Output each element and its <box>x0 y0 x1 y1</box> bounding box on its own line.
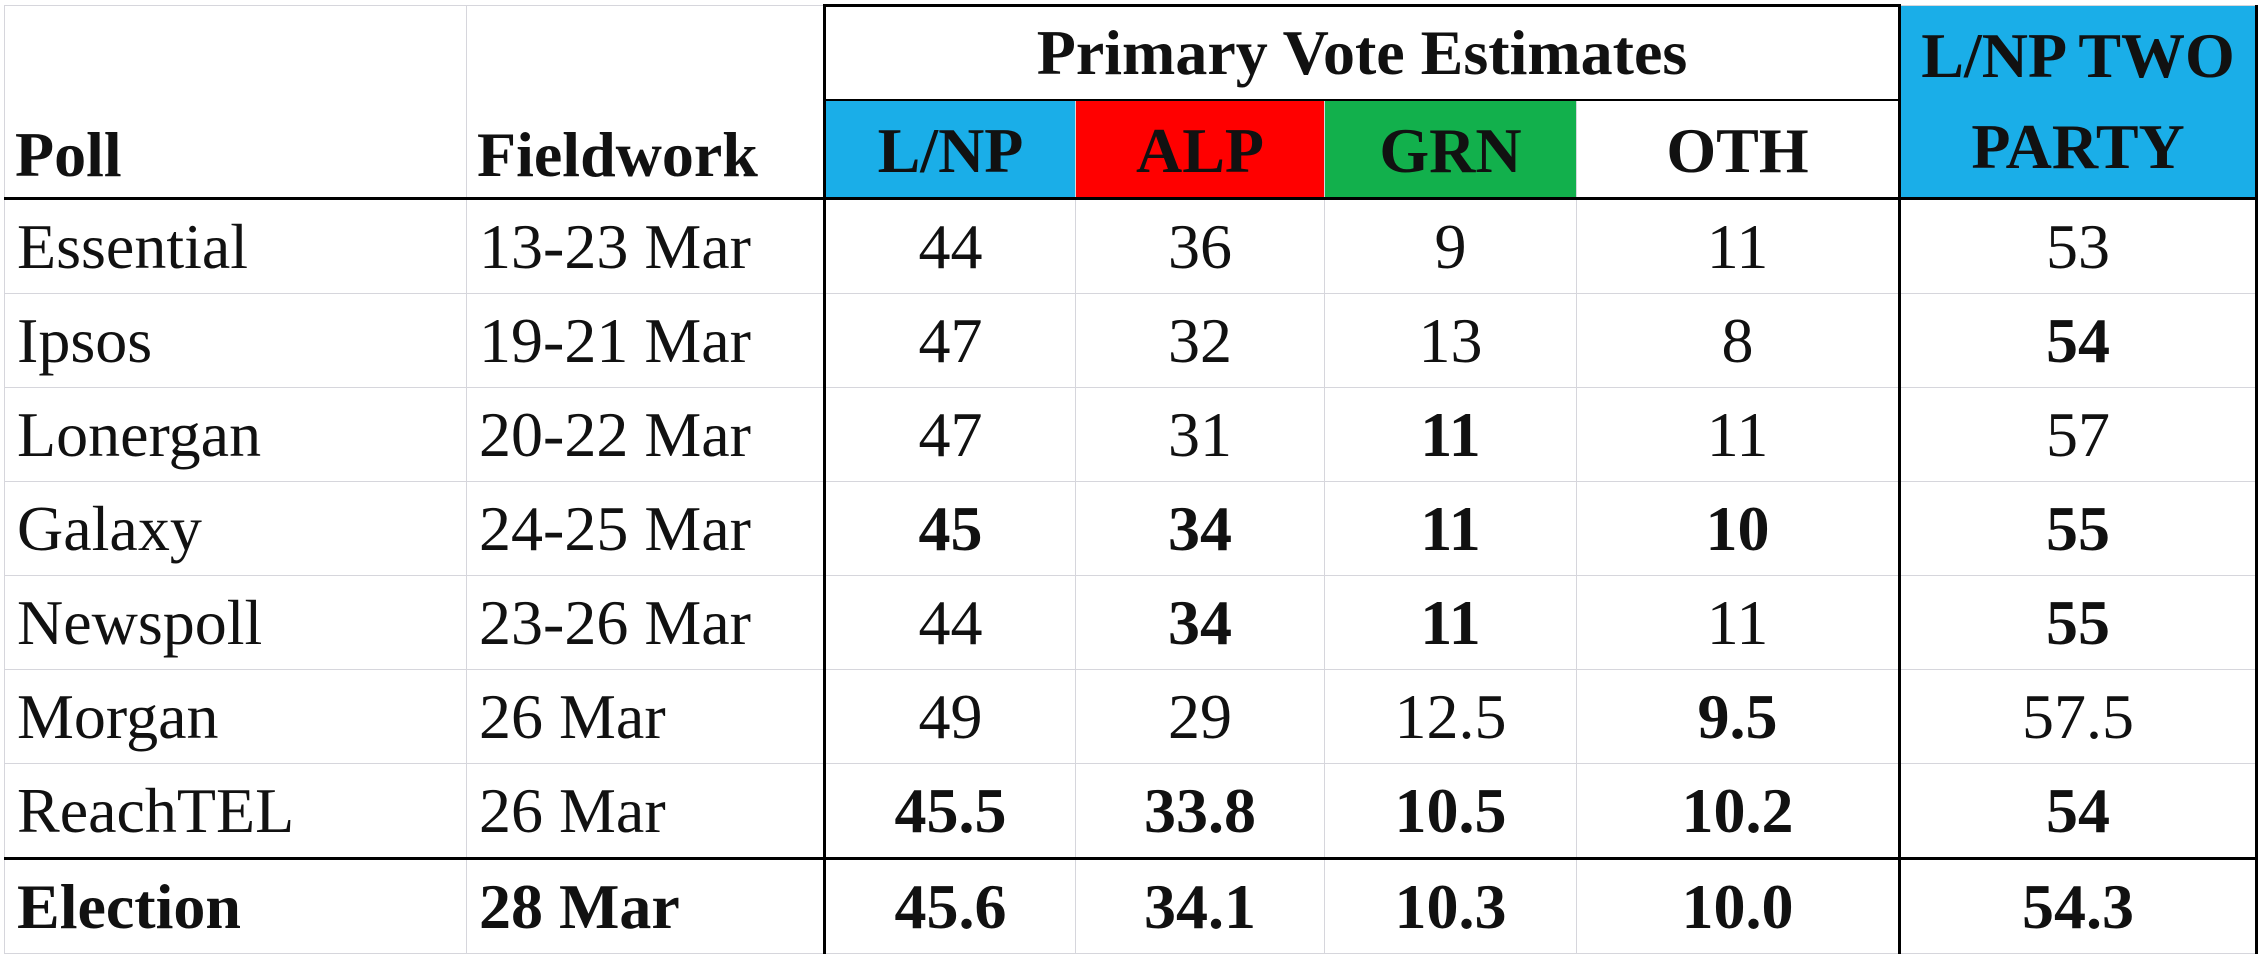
primary-vote-estimates-label: Primary Vote Estimates <box>1036 17 1688 88</box>
grn-value-cell: 9 <box>1324 198 1577 294</box>
oth-value-cell: 10.0 <box>1575 857 1902 954</box>
fieldwork-cell: 26 Mar <box>466 669 825 764</box>
oth-value-cell: 11 <box>1575 575 1902 670</box>
tpp-value-cell: 55 <box>1899 481 2259 576</box>
tpp-header-line1: L/NP TWO <box>1921 19 2235 91</box>
poll-name-cell: Lonergan <box>4 387 467 482</box>
lnp-value-cell: 45 <box>823 481 1076 576</box>
fieldwork-cell: 13-23 Mar <box>466 198 825 294</box>
tpp-value-cell: 54.3 <box>1899 857 2259 954</box>
tpp-value-cell: 55 <box>1899 575 2259 670</box>
oth-value-cell: 9.5 <box>1575 669 1902 764</box>
fieldwork-cell: 28 Mar <box>466 857 825 954</box>
lnp-two-party-header: L/NP TWO PARTY <box>1899 5 2259 200</box>
alp-value-cell: 33.8 <box>1075 763 1325 859</box>
tpp-header-line2: PARTY <box>1971 110 2185 182</box>
poll-name-cell: Essential <box>4 198 467 294</box>
alp-value-cell: 34.1 <box>1075 857 1325 954</box>
poll-name-cell: Galaxy <box>4 481 467 576</box>
oth-value-cell: 10 <box>1575 481 1902 576</box>
fieldwork-cell: 20-22 Mar <box>466 387 825 482</box>
table-row-election: Election 28 Mar 45.6 34.1 10.3 10.0 54.3 <box>4 857 2259 954</box>
poll-name-cell: Morgan <box>4 669 467 764</box>
lnp-column-header: L/NP <box>823 99 1076 200</box>
fieldwork-cell: 19-21 Mar <box>466 293 825 388</box>
grn-value-cell: 13 <box>1324 293 1577 388</box>
tpp-value-cell: 54 <box>1899 293 2259 388</box>
grn-value-cell: 11 <box>1324 481 1577 576</box>
lnp-value-cell: 47 <box>823 387 1076 482</box>
table-row: Morgan 26 Mar 49 29 12.5 9.5 57.5 <box>4 669 2259 764</box>
oth-column-header: OTH <box>1575 99 1902 200</box>
lnp-value-cell: 44 <box>823 198 1076 294</box>
fieldwork-cell: 26 Mar <box>466 763 825 859</box>
alp-value-cell: 36 <box>1075 198 1325 294</box>
oth-header-label: OTH <box>1666 115 1809 186</box>
oth-value-cell: 11 <box>1575 198 1902 294</box>
poll-name-cell: ReachTEL <box>4 763 467 859</box>
grn-value-cell: 11 <box>1324 387 1577 482</box>
grn-column-header: GRN <box>1324 99 1577 200</box>
fieldwork-cell: 24-25 Mar <box>466 481 825 576</box>
alp-value-cell: 32 <box>1075 293 1325 388</box>
grn-value-cell: 10.3 <box>1324 857 1577 954</box>
grn-value-cell: 12.5 <box>1324 669 1577 764</box>
primary-vote-estimates-header: Primary Vote Estimates <box>822 4 1902 101</box>
header-row-parties: L/NP ALP GRN OTH <box>5 99 2257 200</box>
table-row: Galaxy 24-25 Mar 45 34 11 10 55 <box>4 481 2259 576</box>
lnp-value-cell: 44 <box>823 575 1076 670</box>
lnp-value-cell: 49 <box>823 669 1076 764</box>
header-row-top: Poll Fieldwork Primary Vote Estimates L/… <box>4 4 2259 200</box>
lnp-header-label: L/NP <box>877 115 1024 186</box>
tpp-value-cell: 57 <box>1899 387 2259 482</box>
table-row: Ipsos 19-21 Mar 47 32 13 8 54 <box>4 293 2259 388</box>
table-row: Lonergan 20-22 Mar 47 31 11 11 57 <box>4 387 2259 482</box>
table-row: Newspoll 23-26 Mar 44 34 11 11 55 <box>4 575 2259 670</box>
alp-value-cell: 29 <box>1075 669 1325 764</box>
oth-value-cell: 8 <box>1575 293 1902 388</box>
fieldwork-column-header: Fieldwork <box>466 5 825 200</box>
alp-value-cell: 34 <box>1075 575 1325 670</box>
tpp-value-cell: 57.5 <box>1899 669 2259 764</box>
poll-name-cell: Ipsos <box>4 293 467 388</box>
fieldwork-header-label: Fieldwork <box>477 119 758 190</box>
alp-header-label: ALP <box>1136 115 1264 186</box>
poll-name-cell: Election <box>4 857 467 954</box>
grn-value-cell: 10.5 <box>1324 763 1577 859</box>
alp-value-cell: 31 <box>1075 387 1325 482</box>
grn-header-label: GRN <box>1379 115 1522 186</box>
table-row: ReachTEL 26 Mar 45.5 33.8 10.5 10.2 54 <box>4 763 2259 859</box>
lnp-value-cell: 45.6 <box>823 857 1076 954</box>
lnp-value-cell: 47 <box>823 293 1076 388</box>
table-row: Essential 13-23 Mar 44 36 9 11 53 <box>4 198 2259 294</box>
oth-value-cell: 11 <box>1575 387 1902 482</box>
alp-column-header: ALP <box>1075 99 1325 200</box>
tpp-value-cell: 53 <box>1899 198 2259 294</box>
poll-header-label: Poll <box>15 119 122 190</box>
lnp-value-cell: 45.5 <box>823 763 1076 859</box>
poll-results-table: Poll Fieldwork Primary Vote Estimates L/… <box>4 4 2259 954</box>
tpp-value-cell: 54 <box>1899 763 2259 859</box>
poll-column-header: Poll <box>4 5 467 200</box>
poll-name-cell: Newspoll <box>4 575 467 670</box>
grn-value-cell: 11 <box>1324 575 1577 670</box>
oth-value-cell: 10.2 <box>1575 763 1902 859</box>
alp-value-cell: 34 <box>1075 481 1325 576</box>
fieldwork-cell: 23-26 Mar <box>466 575 825 670</box>
